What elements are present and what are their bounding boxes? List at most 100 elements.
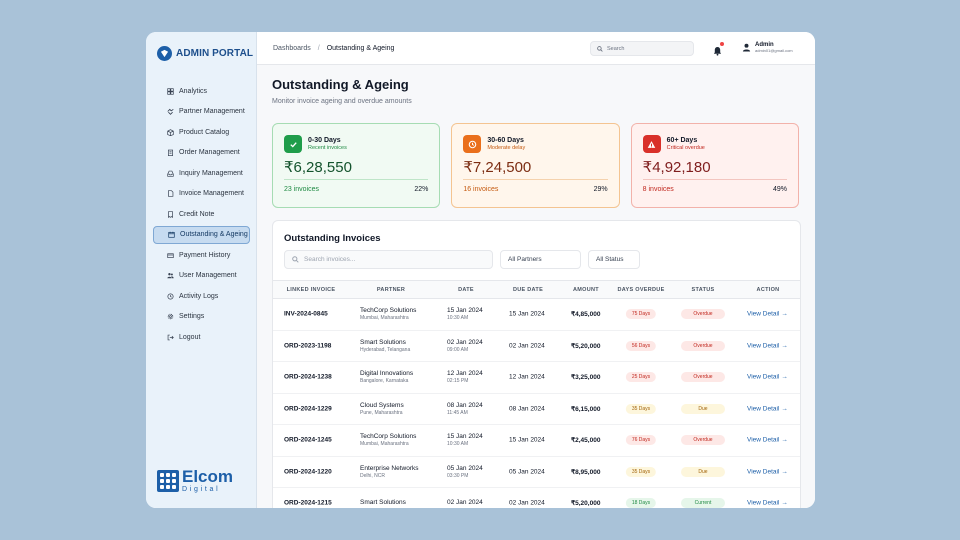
invoice-number[interactable]: ORD-2024-1220 <box>284 468 332 476</box>
invoice-search-input[interactable]: Search invoices... <box>284 250 493 269</box>
view-detail-link[interactable]: View Detail → <box>747 436 788 444</box>
partner-name: Digital Innovations <box>360 370 414 378</box>
invoice-number[interactable]: ORD-2024-1229 <box>284 405 332 413</box>
invoice-amount: ₹3,25,000 <box>571 374 601 382</box>
invoice-time: 02:15 PM <box>447 378 469 385</box>
card-title: 0-30 Days <box>308 137 341 144</box>
view-detail-link[interactable]: View Detail → <box>747 499 788 507</box>
user-email: admin01@gmail.com <box>755 48 793 53</box>
sidebar-item-label: Order Management <box>179 149 240 156</box>
sidebar-item-user-management[interactable]: User Management <box>153 267 250 285</box>
table-row: ORD-2024-1215 Smart Solutions 02 Jan 2024 0… <box>273 488 800 508</box>
clipboard-icon <box>166 149 174 157</box>
sidebar-item-payment-history[interactable]: Payment History <box>153 246 250 264</box>
sidebar-nav: Analytics Partner Management Product Catal… <box>153 82 250 349</box>
view-detail-link[interactable]: View Detail → <box>747 405 788 413</box>
sidebar-item-label: Invoice Management <box>179 190 244 197</box>
app-window: ADMIN PORTAL Analytics Partner Management… <box>146 32 815 508</box>
sidebar-item-order-management[interactable]: Order Management <box>153 144 250 162</box>
sidebar-item-product-catalog[interactable]: Product Catalog <box>153 123 250 141</box>
card-subtitle: Recent invoices <box>308 145 347 151</box>
invoice-time: 11:45 AM <box>447 409 468 416</box>
sidebar-item-analytics[interactable]: Analytics <box>153 82 250 100</box>
partner-name: TechCorp Solutions <box>360 433 417 441</box>
sidebar-item-outstanding-ageing[interactable]: Outstanding & Ageing <box>153 225 250 244</box>
due-date: 02 Jan 2024 <box>509 342 545 350</box>
days-overdue-badge: 18 Days <box>625 498 657 508</box>
invoice-date: 15 Jan 2024 <box>447 307 483 315</box>
history-icon <box>166 292 174 300</box>
invoice-number[interactable]: ORD-2024-1238 <box>284 373 332 381</box>
partner-filter-select[interactable]: All Partners <box>500 250 581 269</box>
partner-name: Cloud Systems <box>360 401 404 409</box>
invoice-date: 15 Jan 2024 <box>447 433 483 441</box>
sidebar-item-inquiry-management[interactable]: Inquiry Management <box>153 164 250 182</box>
box-icon <box>166 128 174 136</box>
due-date: 02 Jan 2024 <box>509 499 545 507</box>
partner-filter-value: All Partners <box>508 256 542 263</box>
status-filter-select[interactable]: All Status <box>588 250 640 269</box>
partner-cell: Smart Solutions Hyderabad, Telangana <box>360 339 410 353</box>
sidebar-item-activity-logs[interactable]: Activity Logs <box>153 287 250 305</box>
column-header-partner: PARTNER <box>376 287 406 293</box>
global-search-input[interactable]: Search <box>590 41 694 56</box>
page-content: Outstanding & Ageing Monitor invoice age… <box>257 65 815 508</box>
card-percentage: 49% <box>772 186 787 193</box>
days-overdue-badge: 35 Days <box>625 466 657 477</box>
view-detail-link[interactable]: View Detail → <box>747 468 788 476</box>
table-header: LINKED INVOICE PARTNER DATE DUE DATE AMOUNT D… <box>273 280 800 299</box>
sidebar-item-label: Inquiry Management <box>179 169 243 177</box>
view-detail-link[interactable]: View Detail → <box>747 342 788 350</box>
sidebar-item-settings[interactable]: Settings <box>153 308 250 326</box>
elcom-name: Elcom <box>182 467 234 486</box>
partner-cell: TechCorp Solutions Mumbai, Maharashtra <box>360 433 416 447</box>
card-invoice-count: 8 invoices <box>642 186 674 193</box>
invoice-time: 09:00 AM <box>447 346 469 353</box>
page-subtitle: Monitor invoice ageing and overdue amoun… <box>272 98 412 105</box>
brand[interactable]: ADMIN PORTAL <box>157 46 253 61</box>
invoice-date: 02 Jan 2024 <box>447 338 483 346</box>
due-date: 15 Jan 2024 <box>509 436 545 444</box>
invoice-time: 03:30 PM <box>447 472 469 479</box>
column-header-amount: AMOUNT <box>573 287 599 293</box>
status-badge: Current <box>681 498 725 508</box>
column-header-due-date: DUE DATE <box>512 287 544 293</box>
sidebar-item-logout[interactable]: Logout <box>153 328 250 346</box>
card-divider <box>284 179 429 180</box>
view-detail-link[interactable]: View Detail → <box>747 310 788 318</box>
column-header-action: ACTION <box>756 287 780 293</box>
elcom-sub: Digital <box>182 486 221 493</box>
days-overdue-badge: 35 Days <box>625 403 657 414</box>
table-row: ORD-2024-1220 Enterprise Networks Delhi, N… <box>273 457 800 488</box>
table-body: INV-2024-0845 TechCorp Solutions Mumbai, M… <box>273 299 800 508</box>
sidebar-item-credit-note[interactable]: Credit Note <box>153 205 250 223</box>
user-menu[interactable]: Admin admin01@gmail.com <box>742 42 793 53</box>
table-row: ORD-2024-1229 Cloud Systems Pune, Maharash… <box>273 394 800 425</box>
ageing-card-red[interactable]: 60+ Days Critical overdue ₹4,92,180 8 invoi… <box>630 123 799 208</box>
status-badge: Overdue <box>681 309 725 320</box>
sidebar: ADMIN PORTAL Analytics Partner Management… <box>146 32 257 508</box>
warning-icon <box>642 135 661 153</box>
search-icon <box>292 256 299 263</box>
partner-cell: Smart Solutions <box>360 499 406 507</box>
table-row: ORD-2024-1245 TechCorp Solutions Mumbai, M… <box>273 425 800 457</box>
table-filters: Search invoices... All Partners All Stat… <box>284 250 640 269</box>
notification-button[interactable] <box>713 42 724 56</box>
column-header-status: STATUS <box>691 287 715 293</box>
clock-icon <box>463 135 482 153</box>
invoice-number[interactable]: ORD-2023-1198 <box>284 342 332 350</box>
table-row: ORD-2024-1238 Digital Innovations Bangalor… <box>273 362 800 394</box>
ageing-card-orange[interactable]: 30-60 Days Moderate delay ₹7,24,500 16 invo… <box>451 123 620 208</box>
view-detail-link[interactable]: View Detail → <box>747 373 788 381</box>
due-date: 08 Jan 2024 <box>509 405 545 413</box>
sidebar-item-partner-management[interactable]: Partner Management <box>153 103 250 121</box>
invoice-number[interactable]: ORD-2024-1215 <box>284 499 332 507</box>
global-search-placeholder: Search <box>607 45 625 52</box>
due-date: 05 Jan 2024 <box>509 468 545 476</box>
invoice-date: 12 Jan 2024 <box>447 370 483 378</box>
ageing-card-green[interactable]: 0-30 Days Recent invoices ₹6,28,550 23 invo… <box>272 123 441 208</box>
breadcrumb-dashboards[interactable]: Dashboards <box>273 44 311 52</box>
sidebar-item-invoice-management[interactable]: Invoice Management <box>153 185 250 203</box>
invoice-number[interactable]: ORD-2024-1245 <box>284 436 332 444</box>
invoice-number[interactable]: INV-2024-0845 <box>284 310 328 318</box>
